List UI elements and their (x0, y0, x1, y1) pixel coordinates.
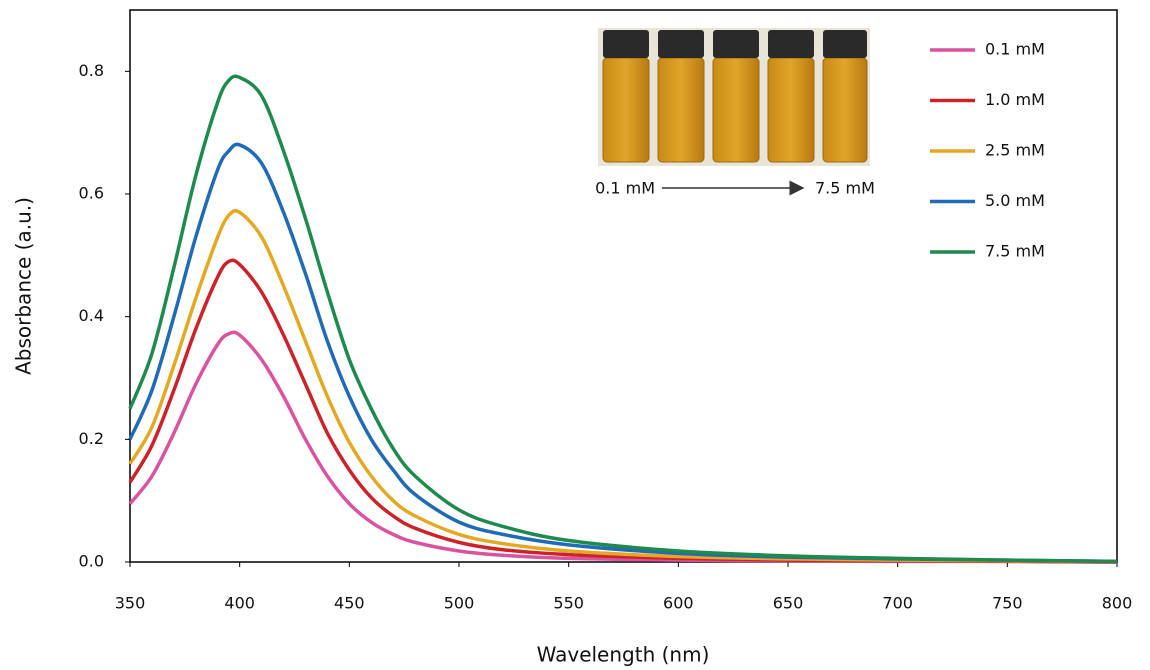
x-tick-label: 350 (115, 594, 146, 613)
data-line (128, 142, 1118, 564)
y-axis-title: Absorbance (a.u.) (12, 197, 36, 375)
x-tick-label: 500 (444, 594, 475, 613)
plot-frame (129, 9, 1118, 563)
x-tick-label: 650 (773, 594, 804, 613)
data-line (128, 208, 1118, 564)
legend-label: 2.5 mM (985, 141, 1045, 160)
x-axis-title: Wavelength (nm) (537, 643, 710, 667)
inset-photo (598, 28, 870, 196)
legend-label: 5.0 mM (985, 191, 1045, 210)
x-tick-label: 600 (663, 594, 694, 613)
data-line (128, 74, 1118, 564)
y-tick-label: 0.8 (79, 61, 104, 80)
legend-label: 1.0 mM (985, 90, 1045, 109)
y-tick-label: 0.2 (79, 429, 104, 448)
data-line (128, 258, 1118, 564)
y-tick-label: 0.0 (79, 552, 104, 571)
data-line (128, 330, 1118, 564)
x-tick-label: 750 (992, 594, 1023, 613)
x-tick-label: 550 (553, 594, 584, 613)
y-tick-label: 0.4 (79, 306, 104, 325)
y-tick-label: 0.6 (79, 184, 104, 203)
x-tick-label: 800 (1102, 594, 1133, 613)
x-tick-label: 450 (334, 594, 365, 613)
legend-label: 0.1 mM (985, 40, 1045, 59)
x-tick-label: 700 (882, 594, 913, 613)
legend-label: 7.5 mM (985, 242, 1045, 261)
annotation: 7.5 mM (815, 179, 875, 198)
annotation: 0.1 mM (595, 179, 655, 198)
x-tick-label: 400 (224, 594, 255, 613)
